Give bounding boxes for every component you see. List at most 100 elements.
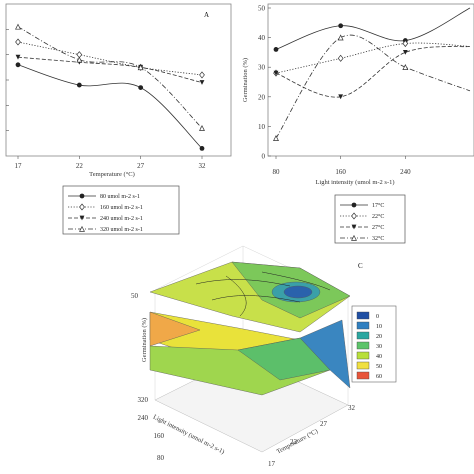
a-point-3-0 (15, 23, 21, 30)
b-series-line-0 (275, 7, 471, 50)
colorbar: 0 10 20 30 40 50 60 (351, 305, 397, 383)
legend-a-label-0: 80 umol m-2 s-1 (100, 194, 140, 200)
colorbar-label-0: 0 (376, 314, 379, 320)
b-point-2-1 (338, 94, 344, 100)
a-point-3-2 (137, 64, 144, 71)
c-light-tick-1: 160 (154, 432, 165, 440)
a-point-0-1 (76, 82, 82, 88)
a-point-2-0 (15, 54, 21, 60)
a-point-3-3 (199, 124, 205, 131)
legend-a-marker-2 (79, 215, 85, 221)
a-point-0-3 (199, 146, 205, 151)
c-light-tick-3: 320 (138, 396, 149, 404)
panel-b-ylabel: Germination (%) (242, 58, 249, 102)
legend-a-label-2: 240 umol m-2 s-1 (100, 216, 143, 222)
legend-b: 17°C 22°C 27°C 32°C (334, 194, 406, 244)
a-xtick-label-2: 27 (137, 162, 145, 170)
colorbar-swatch-3 (356, 341, 370, 350)
b-point-3-0 (273, 135, 279, 141)
legend-b-label-1: 22°C (372, 213, 384, 220)
b-point-0-0 (273, 47, 279, 52)
b-xtick-label-0: 80 (273, 168, 281, 176)
contour-line-4 (261, 271, 331, 291)
a-point-3-1 (76, 56, 83, 63)
contour-line-2 (211, 295, 301, 303)
c-temp-tick-1: 22 (290, 438, 298, 446)
colorbar-swatch-6 (356, 371, 370, 380)
contour-line-1 (195, 279, 291, 287)
colorbar-label-2: 20 (376, 334, 382, 340)
a-series-line-2 (17, 56, 203, 83)
legend-b-label-2: 27°C (372, 224, 384, 231)
legend-b-marker-3 (351, 234, 357, 241)
colorbar-swatch-2 (356, 331, 370, 340)
b-ytick-label-2: 20 (258, 93, 266, 101)
surface-contours (195, 271, 331, 317)
a-xtick-label-3: 32 (199, 162, 207, 170)
panel-c: C (131, 245, 397, 468)
z-tick-label: 50 (131, 292, 139, 300)
a-series-line-1 (17, 41, 203, 76)
colorbar-label-6: 60 (376, 374, 382, 380)
contour-line-3 (225, 275, 247, 317)
legend-b-box (334, 194, 406, 244)
b-ytick-label-0: 0 (262, 153, 266, 161)
b-xtick-label-2: 240 (400, 168, 411, 176)
surface-orange-patch (149, 311, 201, 347)
b-ytick-label-3: 30 (258, 64, 266, 72)
b-xtick-label-1: 160 (335, 168, 346, 176)
b-series-line-3 (275, 34, 471, 139)
colorbar-swatch-4 (356, 351, 370, 360)
a-point-2-3 (199, 80, 205, 85)
b-series-line-2 (275, 46, 471, 98)
c-temp-tick-0: 17 (268, 460, 276, 468)
b-point-1-2 (402, 39, 409, 48)
colorbar-swatch-1 (356, 321, 370, 330)
legend-b-label-3: 32°C (372, 235, 384, 242)
legend-a-marker-3 (79, 225, 85, 232)
b-point-3-1 (337, 34, 344, 41)
panel-b-xlabel: Light intensity (umol m-2 s-1) (315, 179, 394, 186)
b-ytick-label-1: 10 (258, 123, 266, 131)
surface-right-green (237, 337, 331, 381)
panel-c-label: C (358, 262, 363, 270)
panel-a-xlabel: Temperature (°C) (89, 171, 135, 178)
b-ytick-label-5: 50 (258, 5, 266, 13)
legend-a-marker-1 (79, 203, 85, 211)
legend-b-marker-2 (351, 224, 357, 230)
b-series-line-1 (275, 42, 471, 74)
colorbar-swatch-5 (356, 361, 370, 370)
c-light-tick-0: 80 (157, 454, 165, 462)
a-point-0-2 (138, 85, 144, 90)
legend-b-marker-0 (351, 202, 357, 208)
panel-b-frame (267, 3, 474, 157)
colorbar-label-1: 10 (376, 324, 382, 330)
legend-a-label-3: 320 umol m-2 s-1 (100, 227, 143, 233)
legend-b-label-0: 17°C (372, 202, 384, 209)
panel-a-label: A (204, 11, 209, 19)
colorbar-label-4: 40 (376, 354, 382, 360)
legend-a-label-1: 160 umol m-2 s-1 (100, 205, 143, 211)
b-point-2-0 (273, 70, 279, 76)
a-point-1-3 (199, 71, 205, 79)
a-point-1-0 (15, 38, 21, 46)
b-ytick-label-4: 40 (258, 34, 266, 42)
b-point-2-2 (402, 50, 408, 55)
a-series-line-0 (17, 64, 203, 149)
a-xtick-label-0: 17 (15, 162, 23, 170)
a-xtick-label-1: 22 (76, 162, 84, 170)
legend-a: 80 umol m-2 s-1 160 umol m-2 s-1 240 umol … (62, 185, 180, 235)
surface-mesh (149, 261, 351, 396)
b-point-3-2 (402, 64, 409, 70)
colorbar-label-3: 30 (376, 344, 382, 350)
c-temp-tick-3: 32 (348, 404, 356, 412)
colorbar-label-5: 50 (376, 364, 382, 370)
legend-b-marker-1 (351, 212, 357, 220)
c-temp-tick-2: 27 (320, 420, 328, 428)
b-point-0-1 (338, 23, 344, 29)
legend-a-marker-0 (79, 193, 85, 199)
c-light-tick-2: 240 (138, 414, 149, 422)
b-point-1-1 (337, 54, 344, 62)
